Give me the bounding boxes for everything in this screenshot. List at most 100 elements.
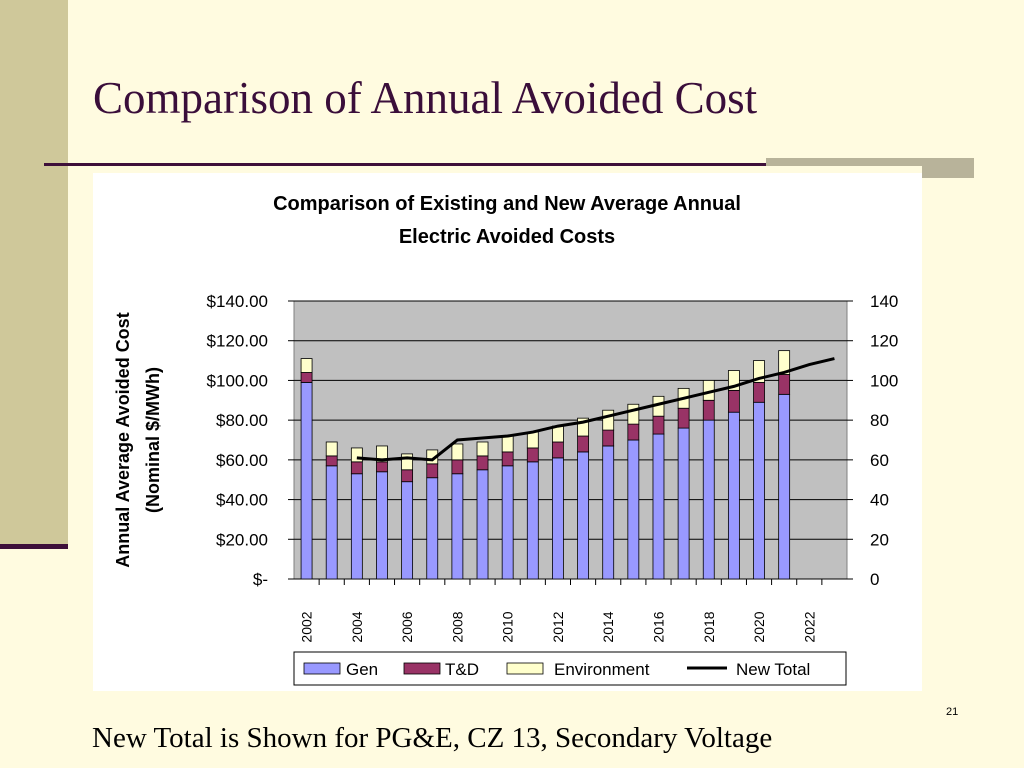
bar-td (552, 441, 564, 459)
left-decorative-band (0, 0, 68, 548)
bar-gen (426, 477, 439, 580)
bar-environment (325, 441, 338, 457)
y-tick-label: $- (253, 570, 268, 589)
bar-td (300, 372, 313, 383)
bar-gen (476, 469, 489, 580)
bar-gen (577, 451, 589, 580)
bar-gen (401, 481, 414, 580)
bar-gen (552, 457, 564, 580)
y2-tick-label: 140 (870, 292, 898, 311)
bar-environment (627, 403, 640, 425)
bar-gen (753, 401, 765, 580)
page-number: 21 (946, 706, 959, 718)
avoided-cost-chart: Comparison of Existing and New Average A… (113, 193, 898, 686)
y2-tick-label: 80 (870, 411, 889, 430)
bar-gen (526, 461, 539, 580)
bar-gen (350, 473, 363, 580)
x-tick-label: 2014 (600, 611, 616, 642)
bar-td (476, 455, 489, 471)
y-axis-label: Annual Average Avoided Cost (113, 312, 133, 567)
bar-gen (652, 433, 665, 580)
bar-td (702, 399, 715, 421)
bar-environment (476, 441, 489, 457)
legend-swatch (506, 662, 544, 675)
bar-gen (501, 465, 514, 580)
legend-label: New Total (736, 660, 810, 679)
bar-gen (727, 411, 740, 580)
bar-td (627, 423, 640, 441)
y-tick-label: $40.00 (216, 491, 268, 510)
chart-title-line: Comparison of Existing and New Average A… (273, 193, 741, 215)
x-tick-label: 2022 (801, 611, 817, 642)
bar-gen (451, 473, 464, 580)
bar-gen (702, 419, 715, 580)
x-tick-label: 2020 (751, 611, 767, 642)
y2-tick-label: 0 (870, 570, 879, 589)
legend-label: Gen (346, 660, 378, 679)
corner-accent-box (922, 158, 974, 178)
y2-tick-label: 120 (870, 332, 898, 351)
chart-panel: Comparison of Existing and New Average A… (93, 173, 922, 691)
title-divider (44, 163, 974, 166)
bar-environment (727, 370, 740, 391)
y2-tick-label: 100 (870, 371, 898, 390)
y-tick-label: $100.00 (207, 371, 268, 390)
bar-gen (627, 439, 640, 580)
x-tick-label: 2012 (550, 611, 566, 642)
x-tick-label: 2002 (299, 611, 315, 642)
y-tick-label: $120.00 (207, 332, 268, 351)
bar-td (526, 447, 539, 463)
x-tick-label: 2016 (650, 611, 666, 642)
slide-title: Comparison of Annual Avoided Cost (93, 73, 758, 123)
bar-td (451, 459, 464, 475)
bar-td (426, 463, 439, 479)
y-tick-label: $60.00 (216, 451, 268, 470)
bar-environment (577, 417, 589, 437)
bar-td (652, 415, 665, 435)
x-tick-label: 2006 (399, 611, 415, 642)
corner-accent-bar (766, 158, 974, 166)
x-tick-label: 2004 (349, 611, 365, 642)
bar-td (350, 461, 363, 475)
bar-td (376, 461, 388, 473)
x-tick-label: 2018 (701, 611, 717, 642)
bar-td (501, 451, 514, 467)
bar-environment (526, 431, 539, 449)
bar-environment (753, 360, 765, 383)
bar-gen (300, 382, 313, 580)
bar-td (401, 469, 414, 483)
bar-environment (350, 447, 363, 463)
y-tick-label: $20.00 (216, 530, 268, 549)
x-tick-label: 2008 (449, 611, 465, 642)
bar-td (325, 455, 338, 467)
y-tick-label: $80.00 (216, 411, 268, 430)
legend-label: Environment (554, 660, 650, 679)
x-tick-label: 2010 (500, 611, 516, 642)
chart-title-line: Electric Avoided Costs (399, 226, 615, 248)
y-axis-label: (Nominal $/MWh) (143, 367, 163, 513)
bar-td (753, 382, 765, 403)
bar-gen (376, 471, 388, 580)
bar-gen (677, 427, 690, 580)
y2-tick-label: 40 (870, 491, 889, 510)
legend-box (293, 651, 847, 686)
bar-gen (602, 445, 615, 580)
left-decorative-rule (0, 544, 68, 549)
bar-td (602, 429, 615, 447)
y2-tick-label: 20 (870, 530, 889, 549)
bar-environment (376, 445, 388, 463)
y-tick-label: $140.00 (207, 292, 268, 311)
legend-label: T&D (445, 660, 479, 679)
legend-swatch (303, 662, 341, 675)
legend-swatch (403, 662, 441, 675)
bar-gen (325, 465, 338, 580)
bar-environment (778, 350, 791, 375)
bar-environment (451, 443, 464, 461)
slide-footer-note: New Total is Shown for PG&E, CZ 13, Seco… (92, 722, 773, 754)
bar-td (727, 389, 740, 413)
bar-environment (401, 453, 414, 471)
bar-environment (602, 409, 615, 431)
new-total-line (356, 357, 835, 462)
y2-tick-label: 60 (870, 451, 889, 470)
bar-td (778, 374, 791, 395)
